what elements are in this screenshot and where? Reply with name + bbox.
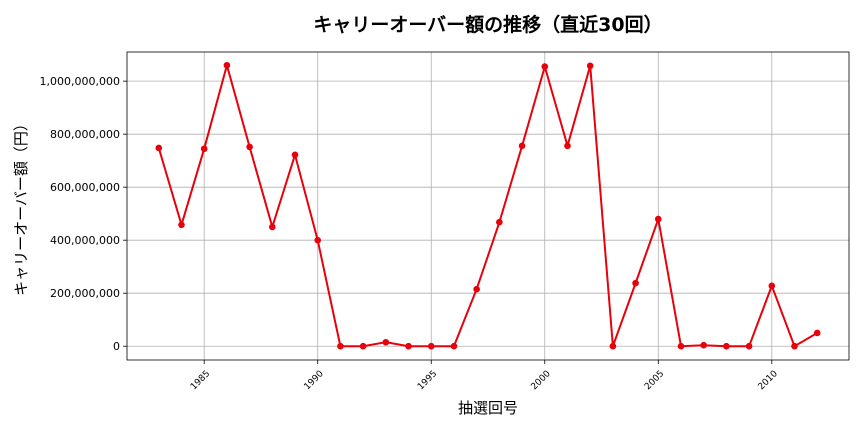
data-point — [654, 215, 662, 223]
data-point — [427, 342, 435, 350]
data-point — [246, 143, 253, 151]
y-axis-ticks: 0 200,000,000 400,000,000 600,000,000 800,00… — [40, 75, 127, 353]
y-tick-label: 600,000,000 — [50, 181, 120, 194]
series-line — [157, 61, 818, 348]
data-point — [586, 62, 594, 70]
x-axis-title: 抽選回号 — [458, 399, 518, 417]
data-point — [745, 342, 753, 350]
data-point — [405, 342, 412, 350]
grid — [127, 52, 849, 360]
data-point — [677, 342, 685, 350]
data-point — [541, 63, 549, 70]
data-point — [723, 342, 730, 350]
data-point — [178, 221, 185, 229]
data-point — [813, 329, 821, 337]
y-axis-title: キャリーオーバー額（円） — [12, 116, 30, 296]
data-point — [382, 338, 390, 346]
y-tick-label: 400,000,000 — [50, 234, 120, 247]
y-tick-label: 0 — [113, 340, 120, 353]
y-tick-label: 1,000,000,000 — [40, 75, 120, 88]
data-point — [450, 342, 458, 350]
data-point — [200, 145, 208, 153]
data-point — [359, 342, 367, 350]
data-point — [700, 341, 707, 349]
data-point — [496, 218, 503, 226]
data-point — [632, 279, 639, 287]
chart-title: キャリーオーバー額の推移（直近30回） — [313, 13, 662, 36]
data-point — [609, 342, 617, 350]
y-tick-label: 800,000,000 — [50, 128, 120, 141]
data-point — [314, 236, 322, 244]
plot-frame — [126, 51, 850, 361]
data-point — [791, 342, 798, 350]
data-points — [155, 61, 821, 350]
data-point — [269, 223, 276, 231]
data-point — [291, 151, 299, 159]
data-point — [337, 342, 344, 350]
data-point — [518, 142, 526, 150]
data-point — [564, 142, 571, 150]
data-point — [223, 61, 231, 69]
data-point — [155, 144, 163, 152]
data-point — [768, 282, 776, 290]
y-tick-label: 200,000,000 — [50, 287, 120, 300]
data-point — [473, 285, 480, 293]
